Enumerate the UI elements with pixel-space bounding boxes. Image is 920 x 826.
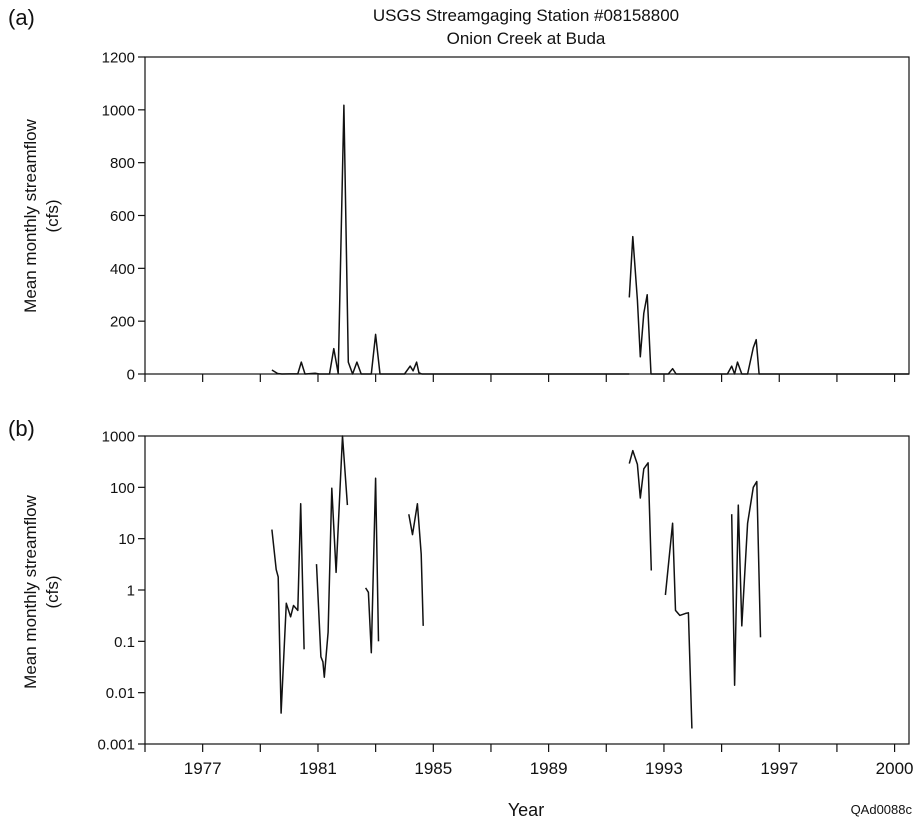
xtick-label-b-9: 1993 [645, 759, 683, 778]
ylabel-a-line-2: (cfs) [43, 199, 62, 232]
ytick-label-a-3: 600 [110, 208, 135, 225]
ytick-label-a-4: 800 [110, 155, 135, 172]
figure-credit: QAd0088c [851, 802, 913, 817]
streamflow-line-b-2 [364, 477, 380, 654]
ylabel-b-line-1: Mean monthly streamflow [21, 494, 40, 688]
chart-title-line-1: USGS Streamgaging Station #08158800 [373, 6, 679, 25]
chart-title-line-2: Onion Creek at Buda [447, 29, 606, 48]
axes-b: 0.001 0.01 0.1 1 10 100 1000 1977 1981 1985 1989 19… [97, 429, 913, 779]
streamflow-line-b-6 [730, 480, 762, 686]
ylabel-a: Mean monthly streamflow (cfs) [21, 118, 62, 312]
xtick-label-b-5: 1985 [414, 759, 452, 778]
xtick-label-b-3: 1981 [299, 759, 337, 778]
xtick-label-b-11: 1997 [760, 759, 798, 778]
plot-frame-a [144, 56, 910, 375]
streamflow-line-b-3 [408, 502, 424, 626]
series-b [271, 435, 762, 729]
ytick-label-b-6: 1000 [102, 429, 135, 446]
streamflow-line-b-5 [664, 522, 693, 729]
ytick-label-b-2: 0.1 [114, 634, 135, 651]
plot-frame-b [144, 435, 910, 745]
ytick-label-b-4: 10 [118, 531, 135, 548]
ylabel-b: Mean monthly streamflow (cfs) [21, 494, 62, 688]
axes-a: 0 200 400 600 800 1000 1200 [102, 50, 896, 384]
xtick-label-b-13: 2000 [876, 759, 914, 778]
streamflow-line-a-2 [628, 235, 780, 375]
ytick-label-b-5: 100 [110, 480, 135, 497]
panel-b-label: (b) [8, 416, 35, 441]
ytick-label-a-2: 400 [110, 261, 135, 278]
ytick-label-a-6: 1200 [102, 50, 135, 67]
ytick-label-a-1: 200 [110, 314, 135, 331]
ytick-label-b-3: 1 [127, 583, 135, 600]
xtick-label-b-1: 1977 [184, 759, 222, 778]
streamflow-line-b-1 [315, 435, 349, 678]
ylabel-a-line-1: Mean monthly streamflow [21, 118, 40, 312]
ytick-label-a-0: 0 [127, 367, 135, 384]
ytick-label-b-0: 0.001 [97, 737, 135, 754]
streamflow-line-a-0 [271, 104, 434, 375]
streamflow-line-b-4 [628, 449, 653, 571]
streamflow-line-b-0 [271, 502, 305, 714]
ytick-label-a-5: 1000 [102, 102, 135, 119]
series-a [271, 104, 909, 375]
ytick-label-b-1: 0.01 [106, 685, 135, 702]
xtick-label-b-7: 1989 [530, 759, 568, 778]
x-axis-title: Year [508, 800, 544, 820]
panel-a-label: (a) [8, 5, 35, 30]
ylabel-b-line-2: (cfs) [43, 575, 62, 608]
